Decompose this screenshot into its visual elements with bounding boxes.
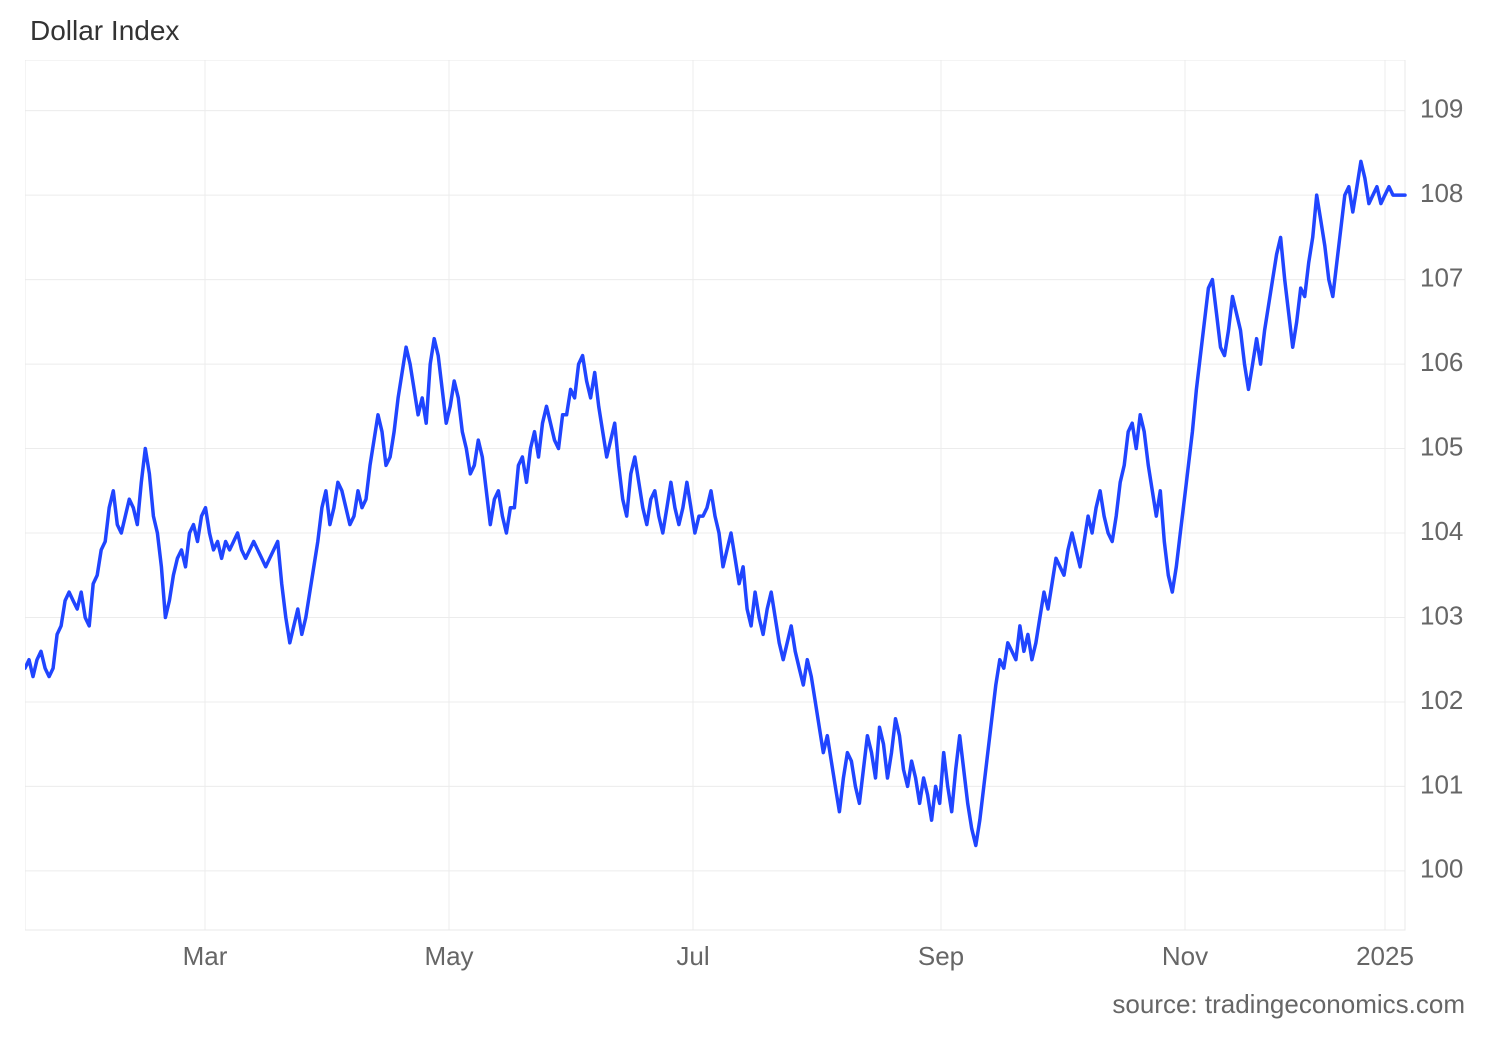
x-tick-label: Mar: [183, 941, 228, 971]
y-tick-label: 108: [1420, 178, 1463, 208]
x-tick-label: May: [424, 941, 473, 971]
chart-source: source: tradingeconomics.com: [1112, 989, 1465, 1020]
y-tick-label: 100: [1420, 854, 1463, 884]
x-tick-label: Nov: [1162, 941, 1208, 971]
x-tick-label: Sep: [918, 941, 964, 971]
chart-container: Dollar Index 100 101 102 103 104 105 106 107 108…: [0, 0, 1500, 1040]
y-tick-label: 107: [1420, 262, 1463, 292]
chart-title: Dollar Index: [30, 15, 179, 47]
x-tick-label: Jul: [676, 941, 709, 971]
y-tick-label: 106: [1420, 347, 1463, 377]
y-tick-label: 103: [1420, 600, 1463, 630]
y-tick-label: 101: [1420, 769, 1463, 799]
y-tick-label: 104: [1420, 516, 1463, 546]
y-tick-label: 109: [1420, 94, 1463, 124]
x-tick-label: 2025: [1356, 941, 1414, 971]
y-tick-label: 102: [1420, 685, 1463, 715]
line-chart: 100 101 102 103 104 105 106 107 108 109 Mar May Jul S…: [25, 60, 1485, 980]
y-tick-label: 105: [1420, 431, 1463, 461]
